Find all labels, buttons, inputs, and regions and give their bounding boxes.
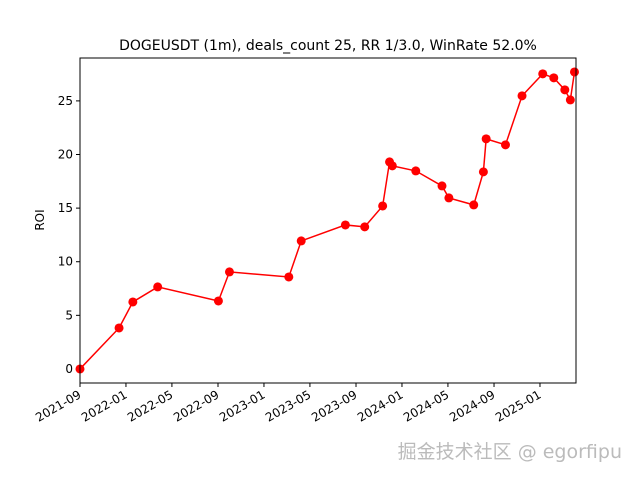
data-point bbox=[224, 267, 234, 277]
data-point bbox=[469, 200, 479, 210]
data-point bbox=[517, 91, 527, 101]
x-tick-label: 2024-09 bbox=[447, 387, 497, 424]
x-tick-label: 2023-05 bbox=[263, 387, 313, 424]
data-point bbox=[284, 272, 294, 282]
data-point bbox=[560, 85, 570, 95]
y-tick-label: 0 bbox=[65, 362, 73, 376]
data-point bbox=[569, 67, 579, 77]
x-tick-label: 2024-01 bbox=[355, 387, 405, 424]
data-point bbox=[538, 69, 548, 79]
y-tick-label: 10 bbox=[58, 255, 73, 269]
data-point bbox=[500, 140, 510, 150]
x-tick-label: 2023-01 bbox=[217, 387, 267, 424]
plot-frame bbox=[79, 57, 577, 384]
data-point bbox=[296, 236, 306, 246]
x-tick-label: 2023-09 bbox=[309, 387, 359, 424]
y-axis-label: ROI bbox=[33, 209, 47, 230]
x-tick-label: 2022-05 bbox=[125, 387, 175, 424]
data-point bbox=[565, 95, 575, 105]
data-point bbox=[378, 201, 388, 211]
data-point bbox=[437, 181, 447, 191]
watermark: 掘金技术社区 @ egorfipu bbox=[398, 441, 622, 463]
x-tick-label: 2022-01 bbox=[79, 387, 129, 424]
y-tick-label: 5 bbox=[65, 308, 73, 322]
data-point bbox=[114, 323, 124, 333]
data-point bbox=[213, 296, 223, 306]
x-tick-label: 2021-09 bbox=[33, 387, 83, 424]
x-tick-label: 2022-09 bbox=[171, 387, 221, 424]
y-tick-label: 15 bbox=[58, 201, 73, 215]
data-point bbox=[478, 167, 488, 177]
data-point bbox=[549, 73, 559, 83]
chart-title: DOGEUSDT (1m), deals_count 25, RR 1/3.0,… bbox=[119, 38, 537, 54]
y-tick-label: 25 bbox=[58, 94, 73, 108]
data-point bbox=[411, 166, 421, 176]
data-point bbox=[128, 297, 138, 307]
data-point bbox=[481, 134, 491, 144]
x-tick-label: 2025-01 bbox=[493, 387, 543, 424]
series-line bbox=[79, 71, 576, 370]
data-point bbox=[444, 193, 454, 203]
y-tick-label: 20 bbox=[58, 148, 73, 162]
data-point bbox=[387, 161, 397, 171]
data-point bbox=[153, 282, 163, 292]
x-tick-label: 2024-05 bbox=[401, 387, 451, 424]
data-point bbox=[340, 220, 350, 230]
data-point bbox=[360, 222, 370, 232]
